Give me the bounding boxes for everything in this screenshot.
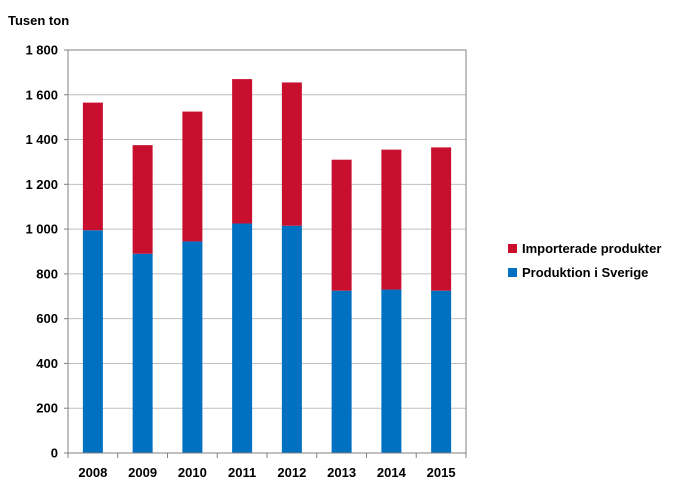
bar-importerade-produkter-2010 [182, 111, 203, 242]
legend-label: Produktion i Sverige [522, 265, 648, 280]
x-tick-label: 2008 [78, 465, 107, 480]
y-tick-label: 400 [36, 356, 58, 371]
x-axis-tick-labels: 2008 2009 2010 2011 2012 2013 2014 2015 [67, 453, 467, 480]
x-tick-label: 2015 [427, 465, 456, 480]
bar-produktion-i-sverige-2014 [381, 289, 402, 453]
bars [82, 79, 452, 453]
bar-produktion-i-sverige-2013 [331, 290, 352, 453]
legend-swatch [508, 268, 517, 277]
bar-produktion-i-sverige-2009 [132, 253, 153, 453]
bar-importerade-produkter-2013 [331, 159, 352, 291]
x-tick-label: 2010 [178, 465, 207, 480]
bar-importerade-produkter-2014 [381, 149, 402, 290]
plot-area-frame [67, 49, 467, 454]
bar-produktion-i-sverige-2011 [232, 223, 253, 453]
x-tick-label: 2009 [128, 465, 157, 480]
bar-importerade-produkter-2015 [431, 147, 452, 291]
gridlines [68, 49, 466, 409]
bar-produktion-i-sverige-2012 [281, 225, 302, 453]
y-tick-label: 600 [36, 311, 58, 326]
bar-produktion-i-sverige-2015 [431, 290, 452, 453]
bar-importerade-produkter-2009 [132, 145, 153, 254]
y-unit-label: Tusen ton [8, 13, 69, 28]
y-tick-label: 800 [36, 266, 58, 281]
x-tick-label: 2012 [277, 465, 306, 480]
legend-label: Importerade produkter [522, 241, 661, 256]
y-tick-label: 1 000 [25, 222, 58, 237]
bar-importerade-produkter-2012 [281, 82, 302, 226]
y-tick-label: 1 800 [25, 43, 58, 58]
y-tick-label: 1 200 [25, 177, 58, 192]
y-tick-label: 1 400 [25, 132, 58, 147]
y-tick-label: 200 [36, 401, 58, 416]
y-tick-label: 0 [51, 446, 58, 461]
bar-importerade-produkter-2011 [232, 79, 253, 224]
legend: Importerade produkter Produktion i Sverig… [508, 241, 661, 280]
bar-importerade-produkter-2008 [82, 102, 103, 231]
legend-swatch [508, 244, 517, 253]
bar-produktion-i-sverige-2010 [182, 241, 203, 453]
y-tick-label: 1 600 [25, 87, 58, 102]
bar-produktion-i-sverige-2008 [82, 230, 103, 453]
y-axis-tick-labels: 0 200 400 600 800 1 000 1 200 1 400 1 600 1 800 [25, 43, 68, 461]
x-tick-label: 2014 [377, 465, 407, 480]
x-tick-label: 2011 [228, 465, 256, 480]
x-tick-label: 2013 [327, 465, 356, 480]
